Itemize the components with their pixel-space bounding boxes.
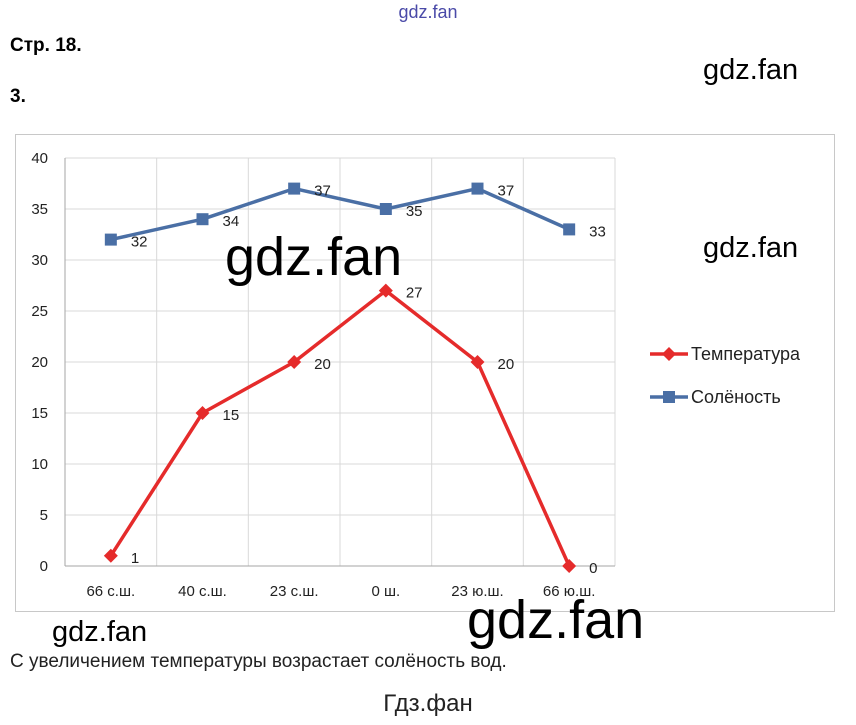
task-number: 3. [10,86,26,107]
x-tick-label: 0 ш. [371,583,400,600]
watermark: gdz.fan [225,227,403,287]
watermark: gdz.fan [52,616,148,648]
y-tick-label: 5 [40,507,48,524]
data-label: 1 [131,550,139,567]
y-tick-label: 30 [31,252,48,269]
data-point [563,223,576,236]
x-tick-label: 66 с.ш. [86,583,135,600]
x-tick-label: 23 с.ш. [270,583,319,600]
data-point [195,406,210,420]
y-tick-label: 40 [31,150,48,167]
legend-label: Температура [691,344,801,364]
data-point [379,203,392,215]
data-point [288,182,301,195]
data-label: 0 [589,560,597,577]
series-line [110,186,570,242]
data-label: 34 [223,213,240,230]
data-point [471,182,484,195]
data-label: 37 [314,183,331,200]
data-label: 27 [406,285,423,302]
footer-text: Гдз.фан [383,690,473,717]
y-tick-label: 10 [31,456,48,473]
conclusion-text: С увеличением температуры возрастает сол… [10,651,507,672]
data-label: 35 [406,203,423,220]
data-point [562,559,577,573]
y-tick-label: 15 [31,405,48,422]
data-label: 20 [498,356,515,373]
legend-marker [663,391,675,403]
data-label: 32 [131,234,148,251]
page-number: Стр. 18. [10,35,82,56]
data-label: 37 [498,183,515,200]
data-label: 20 [314,356,331,373]
legend-marker [662,347,676,361]
data-point [104,233,117,246]
watermark: gdz.fan [703,232,799,264]
y-tick-label: 35 [31,201,48,218]
watermark-top: gdz.fan [398,2,458,22]
y-tick-label: 0 [40,558,48,575]
data-point [196,213,209,226]
data-point [470,355,485,369]
watermark: gdz.fan [467,590,645,650]
series-line [109,288,571,567]
watermark: gdz.fan [703,54,799,86]
data-point [103,548,118,563]
data-label: 33 [589,223,606,240]
y-tick-label: 20 [31,354,48,371]
x-tick-label: 66 ю.ш. [543,583,595,600]
data-label: 15 [223,407,240,424]
x-tick-label: 23 ю.ш. [451,583,503,600]
chart-frame [15,134,835,612]
y-tick-label: 25 [31,303,48,320]
data-point [378,283,393,298]
legend-label: Солёность [691,387,781,407]
data-point [287,355,302,369]
x-tick-label: 40 с.ш. [178,583,227,600]
